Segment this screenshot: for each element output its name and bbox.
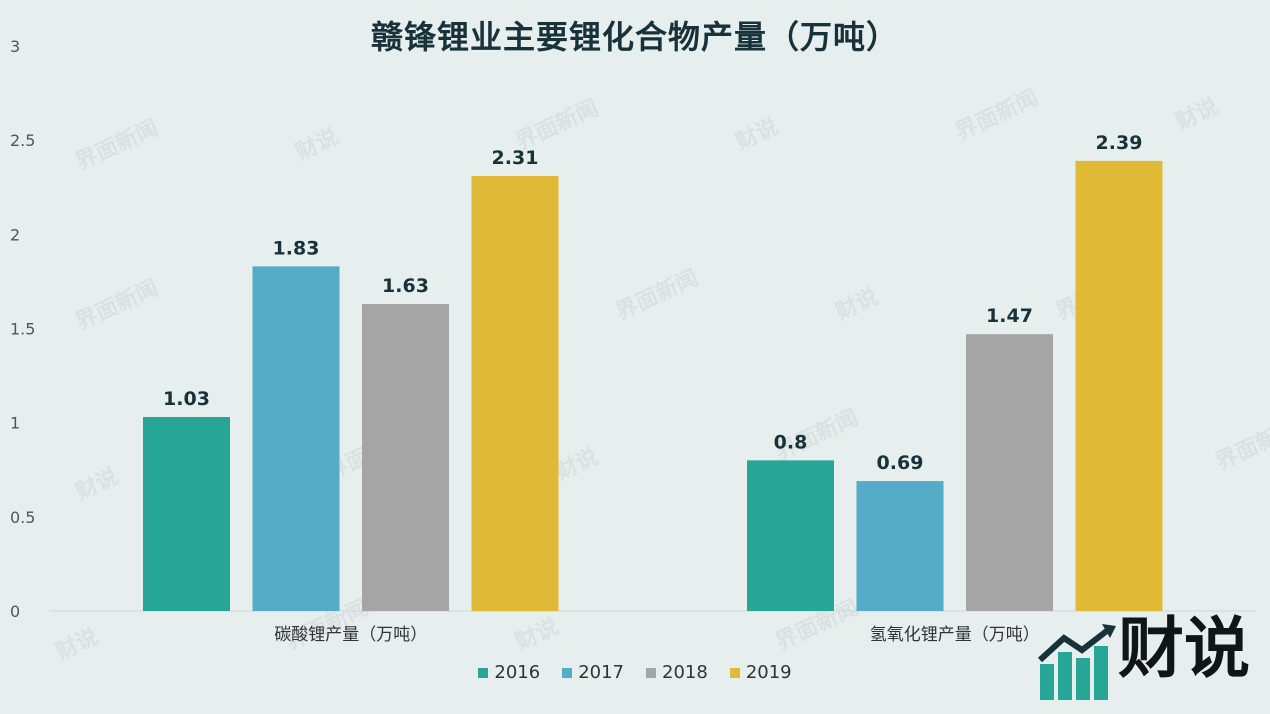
- legend-label: 2019: [745, 662, 792, 683]
- watermark: 财说: [512, 613, 563, 655]
- chart-title: 赣锋锂业主要锂化合物产量（万吨）: [370, 18, 899, 56]
- y-tick-label: 2.5: [10, 131, 35, 150]
- data-label: 2.31: [492, 147, 539, 169]
- data-label: 0.8: [774, 431, 808, 453]
- watermark: 界面新闻: [612, 265, 703, 326]
- y-tick-label: 1.5: [10, 320, 35, 339]
- watermark: 财说: [552, 443, 603, 485]
- legend-item-2017: 2017: [562, 662, 624, 683]
- y-tick-label: 0.5: [10, 508, 35, 527]
- bar: [362, 304, 449, 611]
- watermark: 财说: [292, 123, 343, 165]
- bar: [856, 481, 944, 611]
- watermark: 财说: [52, 623, 103, 665]
- watermark: 界面新闻: [72, 115, 163, 176]
- y-tick-label: 3: [10, 37, 20, 56]
- legend-swatch: [562, 667, 573, 678]
- data-label: 0.69: [877, 452, 924, 474]
- data-label: 1.47: [986, 305, 1033, 327]
- data-label: 2.39: [1096, 132, 1143, 154]
- legend-swatch: [478, 667, 489, 678]
- legend-item-2019: 2019: [729, 662, 792, 683]
- legend: 2016 2017 2018 2019: [0, 662, 1270, 683]
- data-label: 1.63: [382, 275, 429, 297]
- watermark: 财说: [1172, 93, 1223, 135]
- legend-swatch: [646, 667, 656, 678]
- legend-label: 2016: [494, 662, 541, 683]
- bar-chart-arrow-icon: [1037, 624, 1116, 700]
- watermark: 界面新闻: [952, 85, 1043, 146]
- watermark: 界面新闻: [72, 275, 163, 336]
- legend-label: 2018: [662, 662, 708, 683]
- watermark: 界面新闻: [1212, 415, 1270, 476]
- data-label: 1.03: [163, 388, 210, 410]
- legend-swatch: [729, 667, 740, 678]
- bar: [747, 460, 834, 611]
- bar: [1075, 160, 1163, 611]
- bar: [966, 334, 1053, 611]
- x-tick-label: 碳酸锂产量（万吨）: [274, 625, 427, 645]
- logo-text: 财说: [1118, 610, 1250, 687]
- legend-item-2018: 2018: [646, 662, 708, 683]
- bar: [143, 417, 230, 611]
- y-tick-label: 2: [10, 225, 20, 244]
- data-label: 1.83: [273, 237, 320, 259]
- legend-label: 2017: [578, 662, 624, 683]
- watermark: 财说: [732, 113, 783, 155]
- y-tick-label: 0: [10, 602, 20, 621]
- watermark: 财说: [72, 463, 123, 505]
- legend-item-2016: 2016: [478, 662, 540, 683]
- x-tick-label: 氢氧化锂产量（万吨）: [870, 625, 1040, 645]
- y-tick-label: 1: [10, 414, 20, 433]
- watermark: 财说: [832, 283, 883, 325]
- bar: [252, 266, 340, 611]
- bar: [471, 175, 559, 611]
